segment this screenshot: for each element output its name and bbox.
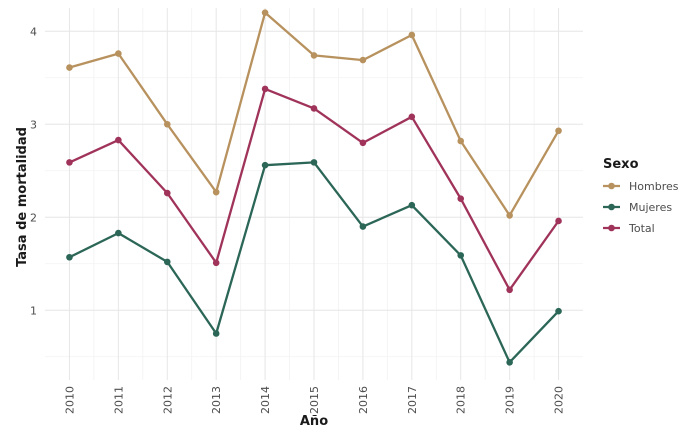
data-point-hombres	[310, 52, 318, 59]
legend-key-point-hombres	[608, 182, 615, 190]
x-tick-label: 2018	[455, 386, 468, 414]
legend-label-mujeres: Mujeres	[629, 201, 672, 214]
data-point-total	[506, 286, 513, 294]
x-tick-label: 2016	[357, 386, 370, 414]
data-point-mujeres	[408, 201, 416, 209]
data-point-mujeres	[359, 223, 367, 230]
data-point-total	[359, 139, 367, 147]
x-tick-label: 2014	[259, 386, 272, 414]
legend-item-total: Total	[603, 222, 655, 235]
x-axis-title: Año	[300, 414, 328, 427]
data-point-hombres	[163, 120, 171, 128]
data-point-total	[66, 159, 73, 166]
data-point-total	[555, 217, 562, 225]
x-tick-label: 2012	[161, 386, 174, 414]
data-point-mujeres	[115, 229, 122, 237]
data-point-total	[408, 113, 416, 121]
x-tick-label: 2011	[112, 386, 125, 414]
data-point-total	[457, 195, 465, 202]
data-point-mujeres	[506, 359, 513, 366]
data-point-mujeres	[66, 253, 73, 261]
data-point-hombres	[555, 127, 562, 135]
x-tick-label: 2020	[553, 386, 566, 414]
data-point-total	[115, 136, 122, 144]
data-point-mujeres	[310, 159, 318, 166]
x-tick-label: 2017	[406, 386, 419, 414]
data-point-total	[261, 85, 269, 93]
data-point-hombres	[359, 56, 367, 64]
data-point-hombres	[408, 31, 416, 39]
legend-item-mujeres: Mujeres	[603, 201, 672, 214]
y-tick-label: 2	[30, 211, 37, 224]
y-tick-label: 1	[30, 304, 37, 317]
data-point-hombres	[457, 137, 465, 145]
x-tick-label: 2019	[504, 386, 517, 414]
legend-label-total: Total	[628, 222, 655, 235]
data-point-hombres	[66, 64, 73, 71]
legend-key-point-total	[608, 224, 615, 232]
x-tick-label: 2010	[63, 386, 76, 414]
legend-title: Sexo	[603, 157, 639, 172]
y-tick-label: 3	[30, 118, 37, 131]
data-point-mujeres	[212, 330, 220, 337]
data-point-mujeres	[555, 307, 562, 315]
grid	[45, 8, 583, 380]
legend-item-hombres: Hombres	[603, 180, 679, 193]
x-tick-label: 2015	[308, 386, 321, 414]
data-point-hombres	[506, 212, 513, 219]
y-tick-label: 4	[30, 25, 37, 38]
legend-key-point-mujeres	[608, 203, 615, 211]
legend: Sexo Hombres Mujeres Total	[603, 157, 679, 235]
data-point-total	[163, 189, 171, 197]
x-tick-label: 2013	[210, 386, 223, 414]
y-axis-title: Tasa de mortalidad	[15, 127, 30, 267]
legend-label-hombres: Hombres	[629, 180, 679, 193]
data-point-total	[212, 259, 220, 267]
series-points	[66, 9, 562, 366]
data-point-mujeres	[457, 252, 465, 259]
data-point-hombres	[212, 188, 220, 196]
y-axis-ticks: 1 2 3 4	[30, 25, 37, 317]
data-point-mujeres	[261, 161, 269, 169]
data-point-hombres	[115, 50, 122, 57]
data-point-total	[310, 105, 318, 112]
x-axis-ticks: 2010 2011 2012 2013 2014 2015 2016 2017 2018 2019…	[63, 386, 565, 414]
data-point-hombres	[261, 9, 269, 16]
data-point-mujeres	[163, 258, 171, 266]
